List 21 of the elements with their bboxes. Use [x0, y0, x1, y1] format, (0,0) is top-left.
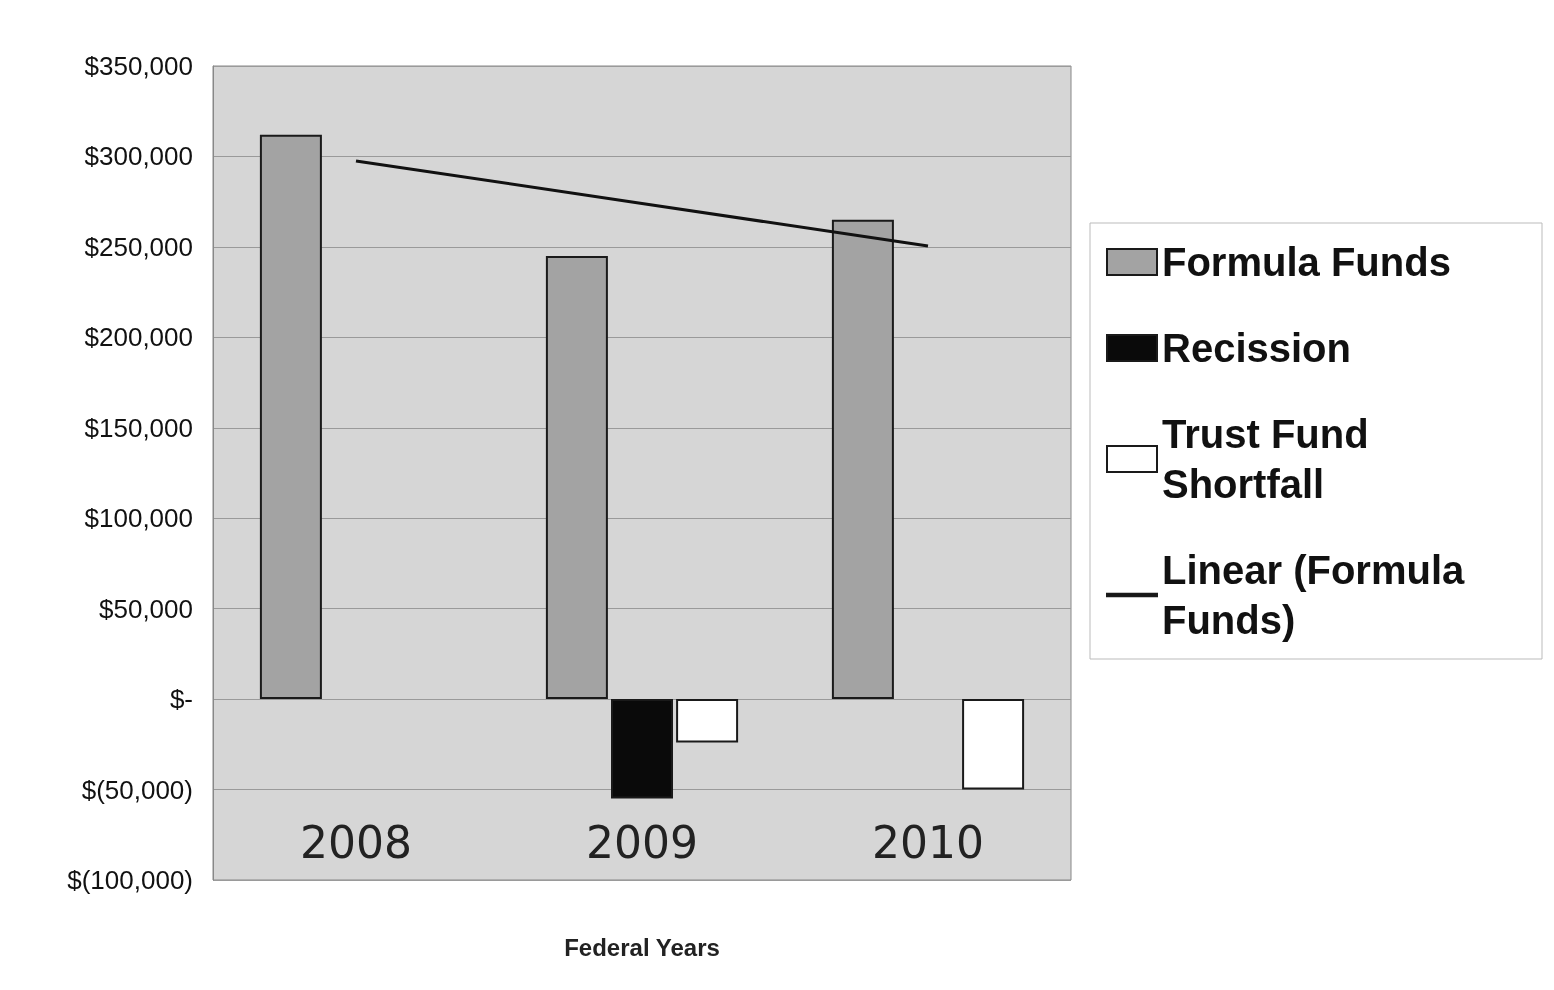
x-tick-label: 2009 [586, 816, 698, 868]
y-tick-label: $100,000 [84, 503, 193, 534]
x-tick-label: 2010 [872, 816, 984, 868]
bar [676, 699, 739, 743]
y-tick-label: $- [169, 684, 193, 715]
bar [962, 699, 1025, 790]
legend-label: Trust Fund Shortfall [1162, 412, 1380, 506]
legend-label: Recission [1162, 326, 1351, 370]
x-tick-label: 2008 [300, 816, 412, 868]
y-tick-label: $50,000 [99, 593, 193, 624]
y-tick-label: $200,000 [84, 322, 193, 353]
y-tick-label: $150,000 [84, 412, 193, 443]
legend-label: Formula Funds [1162, 240, 1451, 284]
y-tick-label: $300,000 [84, 141, 193, 172]
y-tick-label: $(50,000) [81, 774, 193, 805]
x-axis-title: Federal Years [564, 933, 720, 961]
y-tick-label: $(100,000) [67, 865, 193, 895]
legend-label: Linear (Formula Funds) [1162, 548, 1476, 642]
y-tick-label: $350,000 [84, 51, 193, 81]
bar [611, 699, 673, 799]
y-tick-label: $250,000 [84, 231, 193, 262]
